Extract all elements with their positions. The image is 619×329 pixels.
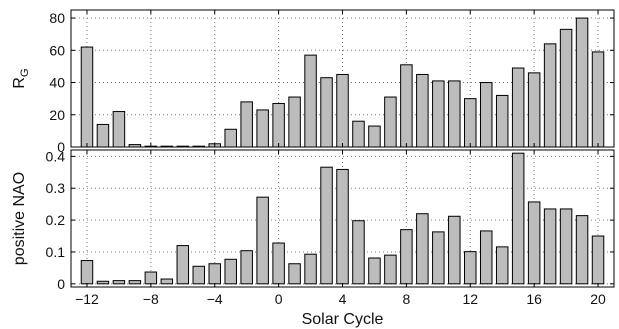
nao-bar xyxy=(336,168,349,285)
rg-bar xyxy=(272,102,285,148)
rg-bar xyxy=(112,111,126,148)
rg-bar xyxy=(495,94,509,148)
x-axis-ticks: −12 −8 −4 0 4 8 12 16 20 xyxy=(75,291,606,307)
rg-bar xyxy=(288,96,301,148)
rg-bar xyxy=(511,67,525,148)
nao-y-tick-label: 0.3 xyxy=(46,180,66,196)
x-tick-label: 8 xyxy=(402,291,410,307)
rg-bar xyxy=(384,96,397,148)
x-tick-label: 4 xyxy=(339,291,347,307)
nao-bar xyxy=(432,231,445,285)
nao-y-tick-label: 0 xyxy=(57,276,65,292)
nao-bar xyxy=(112,280,126,285)
rg-y-ticks: 0 20 40 60 80 xyxy=(49,10,614,155)
rg-bar xyxy=(240,101,253,148)
nao-bar xyxy=(224,258,237,285)
nao-bar xyxy=(80,260,94,285)
nao-bar xyxy=(128,280,142,285)
nao-bar xyxy=(479,230,493,285)
x-tick-label: −8 xyxy=(143,291,159,307)
rg-bar xyxy=(352,120,365,148)
x-tick-label: −4 xyxy=(207,291,223,307)
nao-bar xyxy=(352,220,365,285)
rg-bar xyxy=(432,80,445,148)
nao-bar xyxy=(320,166,333,285)
rg-bar xyxy=(559,28,573,148)
nao-bar xyxy=(559,208,573,285)
rg-bar xyxy=(320,77,333,148)
nao-bar xyxy=(176,245,190,285)
nao-bar xyxy=(543,208,557,285)
nao-bar xyxy=(288,263,301,285)
rg-bar xyxy=(96,123,110,148)
nao-bar xyxy=(272,242,285,285)
nao-bar xyxy=(416,213,429,285)
nao-y-tick-label: 0.2 xyxy=(46,212,66,228)
rg-bar xyxy=(400,64,413,148)
rg-bar xyxy=(80,46,94,148)
rg-bar xyxy=(224,128,237,148)
rg-bar xyxy=(575,17,589,148)
x-tick-label: 20 xyxy=(590,291,606,307)
x-tick-label: 12 xyxy=(462,291,478,307)
rg-panel: 0 20 40 60 80 xyxy=(49,9,615,155)
nao-bar xyxy=(256,196,269,285)
nao-y-tick-label: 0.4 xyxy=(46,148,66,164)
x-tick-label: −12 xyxy=(75,291,99,307)
rg-bar xyxy=(464,98,477,148)
nao-bar xyxy=(304,253,317,285)
nao-bar xyxy=(240,250,253,285)
nao-frame xyxy=(70,149,615,288)
nao-bar xyxy=(448,215,461,285)
x-tick-label: 0 xyxy=(275,291,283,307)
rg-bar xyxy=(336,73,349,148)
nao-bar xyxy=(144,271,158,285)
nao-bars xyxy=(80,152,605,285)
rg-bar xyxy=(479,82,493,148)
nao-bar xyxy=(160,278,174,285)
rg-y-tick-label: 20 xyxy=(49,107,65,123)
nao-bar xyxy=(192,265,206,285)
x-axis-label: Solar Cycle xyxy=(302,311,384,328)
nao-bar xyxy=(208,263,221,285)
nao-bar xyxy=(384,254,397,285)
rg-bar xyxy=(448,80,461,148)
rg-bar xyxy=(416,73,429,148)
nao-bar xyxy=(527,201,541,285)
rg-frame xyxy=(70,9,615,148)
rg-y-tick-label: 0 xyxy=(57,139,65,155)
nao-bar xyxy=(368,257,381,285)
rg-bar xyxy=(304,54,317,148)
rg-bar xyxy=(543,43,557,148)
rg-y-axis-label-sub: G xyxy=(19,68,31,77)
nao-y-ticks: 0 0.1 0.2 0.3 0.4 xyxy=(46,148,614,292)
x-tick-label: 16 xyxy=(526,291,542,307)
nao-y-axis-label: positive NAO xyxy=(11,172,28,265)
nao-bar xyxy=(495,246,509,285)
rg-y-tick-label: 80 xyxy=(49,10,65,26)
nao-bar xyxy=(511,152,525,285)
nao-bar xyxy=(575,215,589,285)
rg-y-tick-label: 60 xyxy=(49,42,65,58)
nao-bar xyxy=(591,235,605,285)
rg-y-tick-label: 40 xyxy=(49,75,65,91)
rg-bar xyxy=(368,125,381,148)
rg-bar xyxy=(527,72,541,148)
rg-y-axis-label: RG xyxy=(11,68,31,88)
nao-panel: 0 0.1 0.2 0.3 0.4 xyxy=(46,148,615,292)
nao-y-tick-label: 0.1 xyxy=(46,244,66,260)
rg-y-axis-label-main: R xyxy=(11,77,28,89)
rg-bar xyxy=(256,109,269,148)
rg-bar xyxy=(591,51,605,148)
nao-bar xyxy=(96,280,110,285)
nao-bar xyxy=(464,251,477,285)
nao-bar xyxy=(400,229,413,285)
